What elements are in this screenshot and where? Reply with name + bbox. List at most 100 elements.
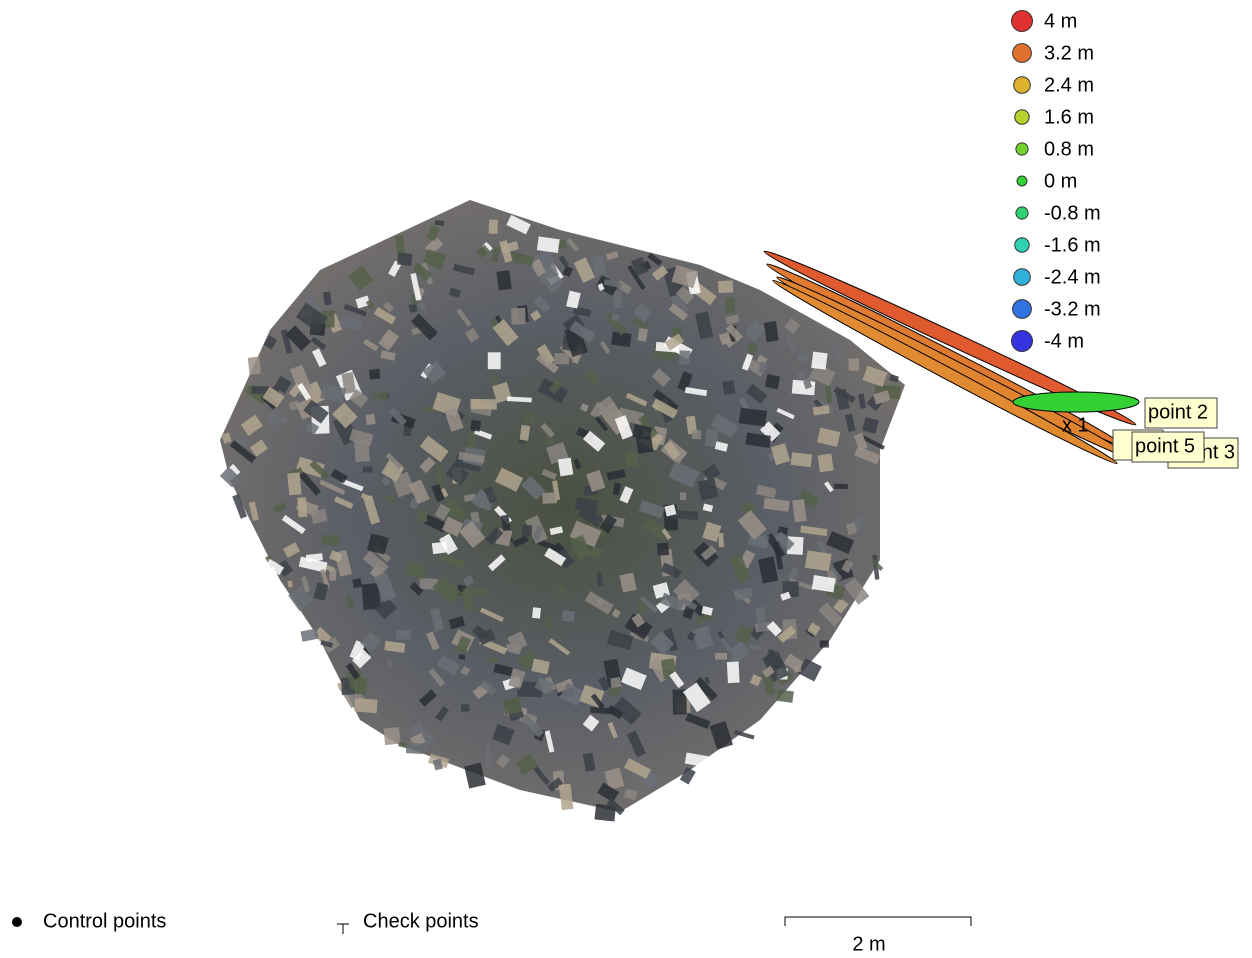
rock-texture: [606, 704, 624, 720]
rock-texture: [607, 721, 618, 739]
rock-texture: [489, 373, 500, 386]
rock-texture: [432, 758, 443, 771]
rock-texture: [582, 752, 596, 772]
rock-texture: [845, 413, 856, 433]
rock-texture: [422, 248, 447, 270]
legend-swatch: [1015, 142, 1029, 156]
legend-swatch: [1012, 299, 1032, 319]
rock-texture: [534, 676, 555, 695]
rock-texture: [592, 255, 606, 276]
legend-swatch: [1014, 109, 1030, 125]
rock-texture: [460, 665, 471, 677]
rock-texture: [788, 566, 800, 581]
rock-texture: [373, 572, 397, 603]
rock-texture: [824, 481, 834, 493]
rock-texture: [341, 478, 364, 492]
rock-texture: [428, 668, 446, 687]
rock-texture: [479, 607, 505, 623]
rock-texture: [509, 251, 535, 266]
rock-texture: [610, 312, 620, 322]
rock-texture: [310, 336, 327, 351]
rock-texture: [362, 466, 373, 473]
rock-texture: [764, 374, 781, 390]
legend-swatch: [1012, 43, 1032, 63]
rock-texture: [606, 469, 626, 481]
rock-texture: [521, 524, 533, 537]
rock-texture: [862, 417, 879, 434]
rock-texture: [499, 239, 513, 263]
rock-texture: [267, 411, 280, 426]
rock-texture: [638, 500, 665, 519]
rock-texture: [702, 503, 714, 513]
rock-texture: [631, 613, 646, 628]
rock-texture: [458, 451, 485, 464]
rock-texture: [804, 550, 832, 572]
rock-texture: [777, 625, 797, 643]
rock-texture: [672, 689, 687, 715]
rock-texture: [619, 486, 634, 504]
rock-texture: [418, 301, 427, 311]
rock-texture: [763, 497, 790, 512]
rock-texture: [763, 321, 779, 343]
rock-texture: [692, 625, 714, 650]
rock-texture: [741, 353, 754, 371]
rock-texture: [386, 494, 396, 504]
rock-texture: [305, 553, 323, 562]
rock-texture: [854, 446, 881, 465]
rock-texture: [373, 306, 397, 325]
rock-texture: [546, 442, 569, 465]
rock-texture: [684, 387, 708, 397]
rock-texture: [755, 484, 777, 499]
rock-texture: [408, 479, 430, 505]
rock-texture: [672, 509, 699, 521]
rock-texture: [812, 405, 830, 416]
rock-texture: [408, 303, 418, 313]
rock-texture: [651, 398, 679, 419]
rock-texture: [287, 580, 293, 588]
legend-swatch: [1015, 206, 1029, 220]
rock-texture: [221, 432, 232, 444]
legend-swatch: [1013, 268, 1031, 286]
rock-texture: [404, 561, 427, 580]
rock-texture: [542, 492, 558, 504]
rock-texture: [848, 358, 860, 371]
rock-texture: [793, 664, 802, 673]
rock-texture: [610, 676, 622, 688]
rock-texture: [405, 742, 423, 754]
rock-texture: [631, 256, 649, 276]
rock-texture: [611, 608, 621, 619]
rock-texture: [330, 468, 348, 484]
rock-texture: [717, 280, 734, 294]
rock-texture: [841, 559, 854, 573]
rock-texture: [477, 628, 497, 646]
rock-texture: [585, 469, 606, 493]
rock-texture: [825, 383, 833, 404]
rock-texture: [265, 558, 285, 576]
rock-texture: [219, 466, 241, 488]
rock-texture: [569, 520, 602, 548]
rock-texture: [725, 314, 740, 325]
rock-texture: [439, 533, 458, 555]
rock-texture: [349, 640, 366, 661]
rock-texture: [456, 308, 472, 327]
legend-label: -0.8 m: [1044, 202, 1101, 224]
rock-texture: [346, 669, 365, 691]
rock-texture: [460, 703, 470, 713]
rock-texture: [599, 514, 617, 534]
rock-texture: [429, 607, 445, 632]
rock-texture: [811, 351, 828, 370]
rock-texture: [432, 575, 462, 604]
rock-texture: [675, 285, 695, 305]
rock-texture: [766, 620, 782, 637]
rock-texture: [633, 302, 653, 323]
rock-texture: [536, 353, 560, 374]
rock-texture: [434, 503, 451, 521]
point-label: point 5: [1135, 435, 1195, 457]
rock-texture: [445, 462, 470, 486]
rock-texture: [701, 606, 714, 616]
rock-texture: [448, 287, 461, 298]
rock-texture: [619, 572, 637, 593]
rock-texture: [474, 428, 493, 440]
rock-texture: [671, 265, 699, 289]
footer: Control points Check points 2 m: [12, 910, 972, 955]
